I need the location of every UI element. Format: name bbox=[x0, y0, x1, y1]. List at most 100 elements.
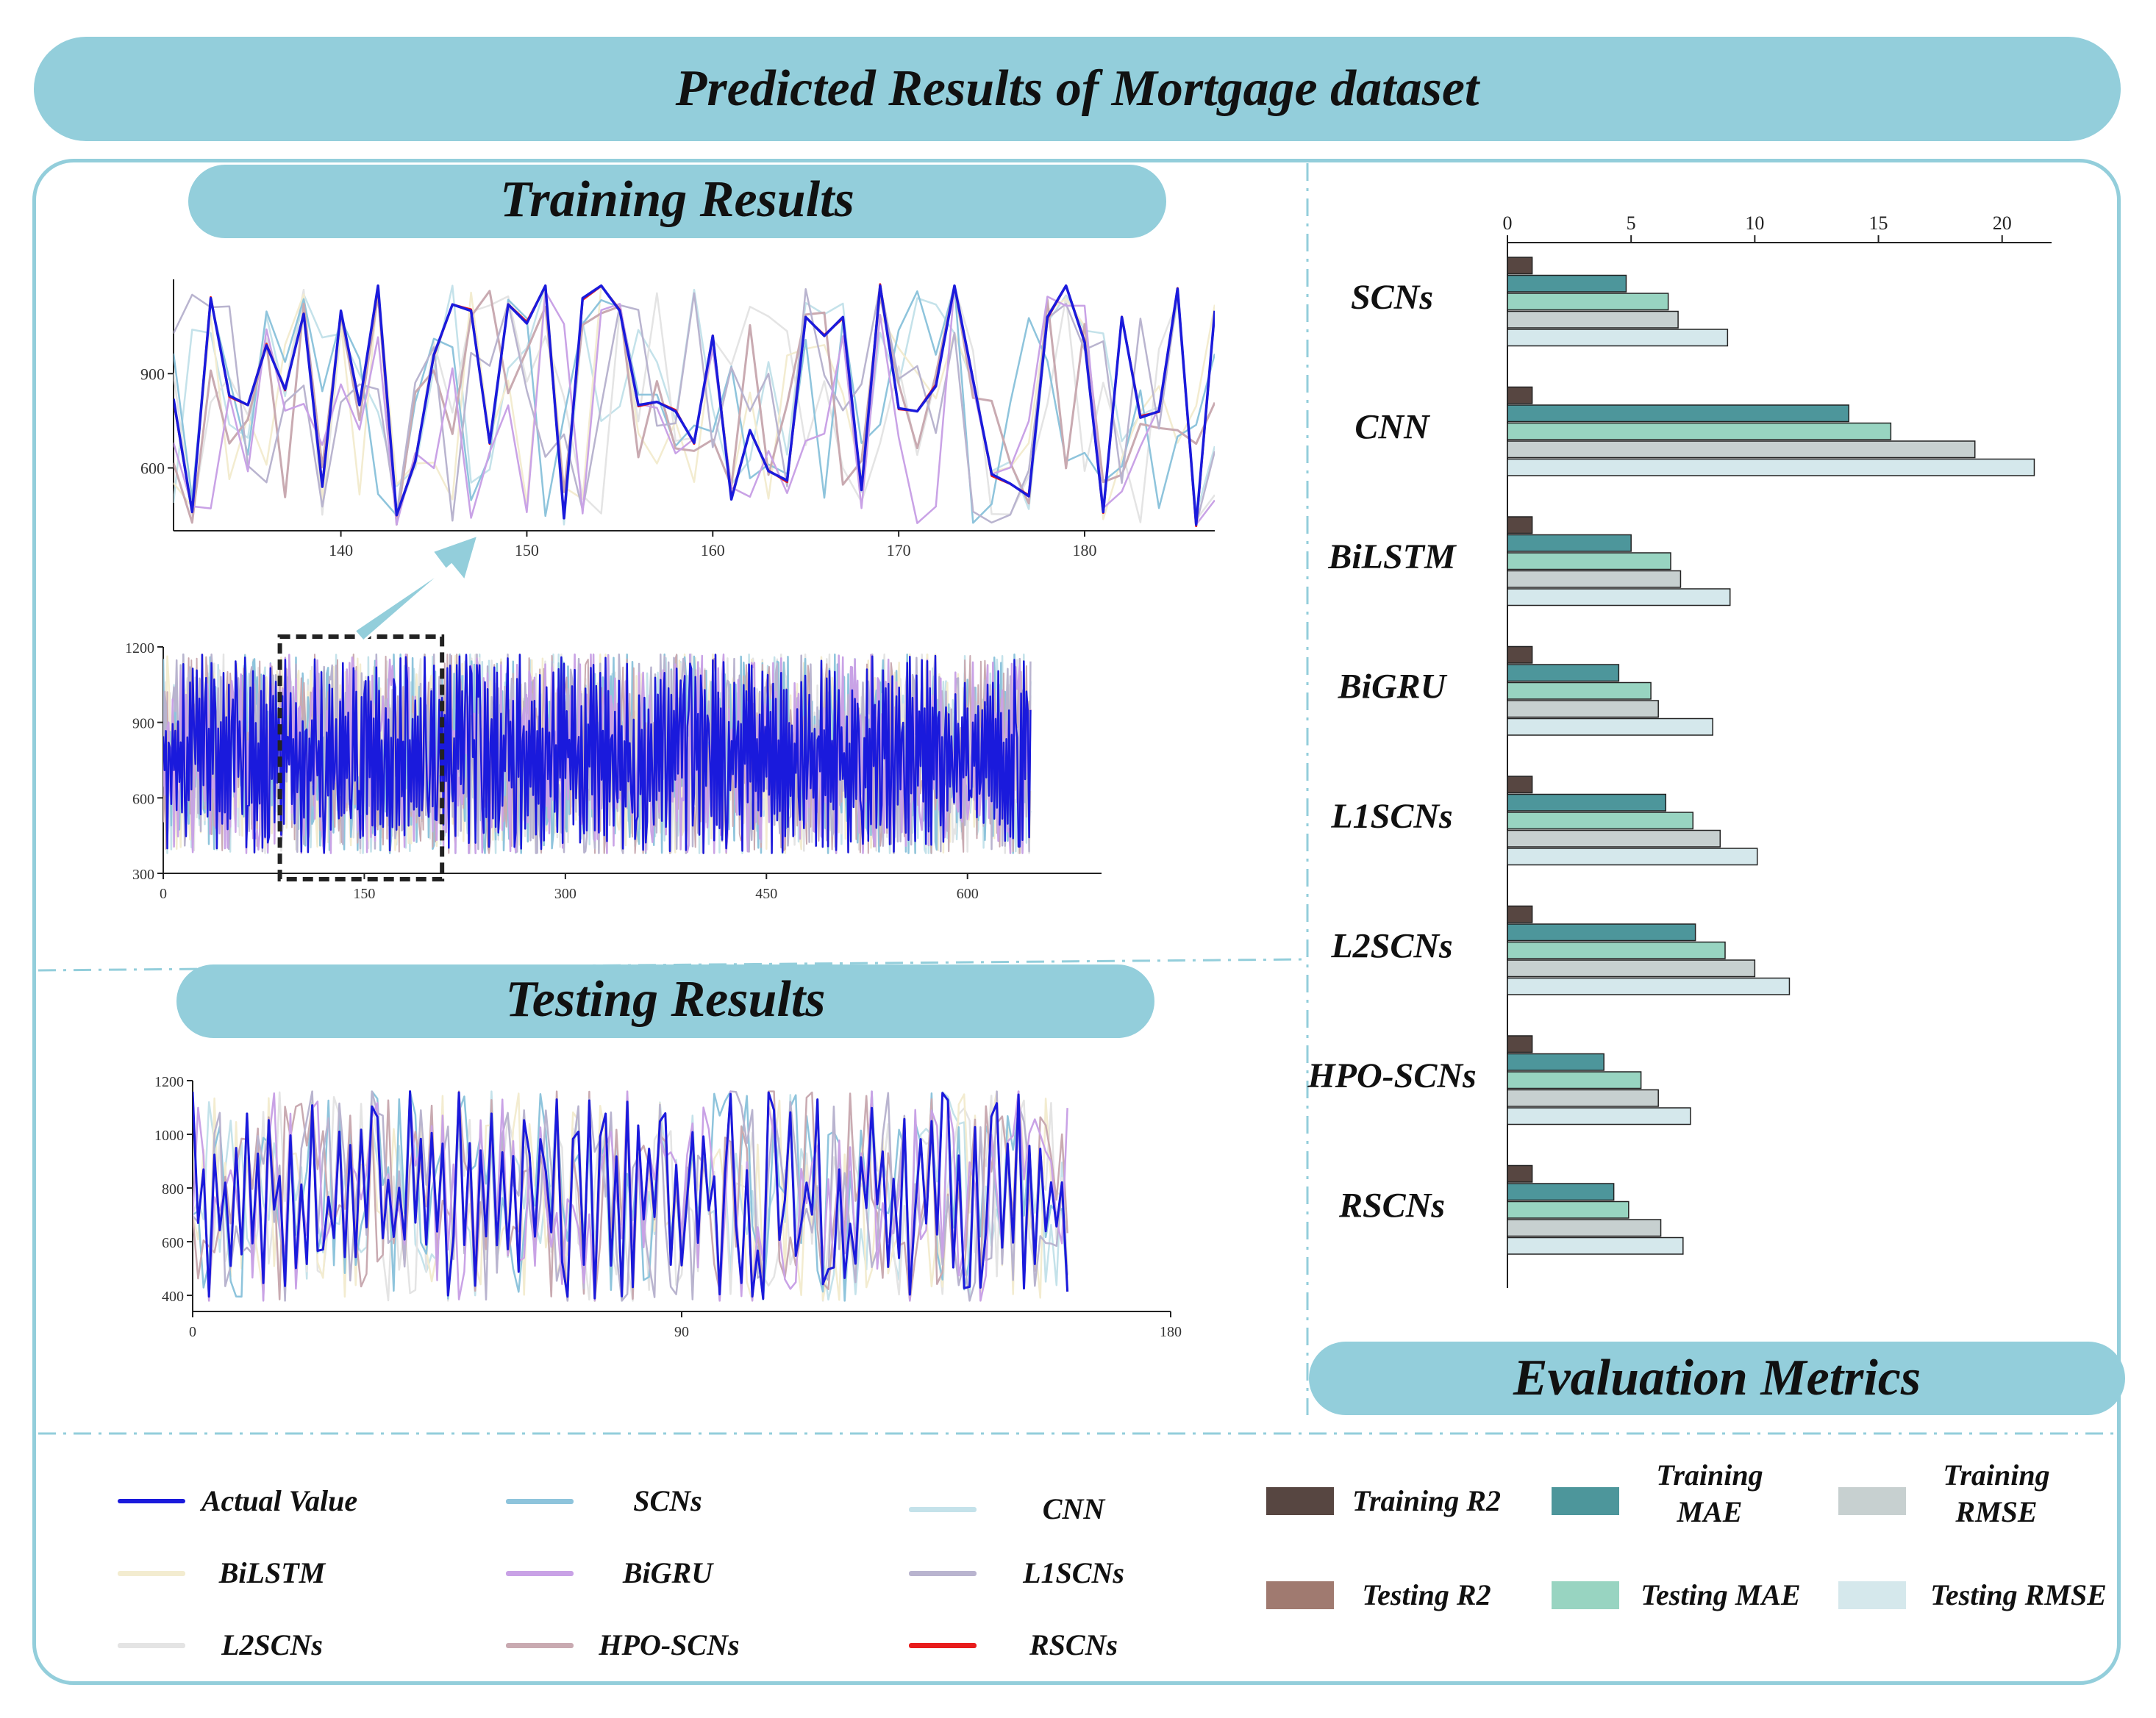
bar-BiLSTM-training_r2 bbox=[1507, 516, 1533, 534]
category-label: HPO-SCNs bbox=[1307, 1056, 1476, 1095]
full-line-actual bbox=[163, 654, 1032, 854]
bar-L2SCNs-training_r2 bbox=[1507, 905, 1533, 923]
bar-BiLSTM-testing_mae bbox=[1507, 552, 1671, 570]
category-label: BiGRU bbox=[1338, 667, 1448, 706]
training-title: Training Results bbox=[500, 171, 854, 228]
full-y-tick-label: 300 bbox=[132, 867, 154, 883]
full-x-tick-label: 600 bbox=[957, 886, 979, 902]
legend-swatch-training_rmse bbox=[1838, 1487, 1906, 1515]
legend-swatch-training_r2 bbox=[1266, 1487, 1334, 1515]
legend-swatch-testing_mae bbox=[1552, 1581, 1619, 1609]
full-series-group bbox=[163, 654, 1032, 854]
bar-L2SCNs-testing_rmse bbox=[1507, 977, 1791, 995]
legend-swatch-rscns bbox=[909, 1643, 977, 1648]
zoom-arrow bbox=[352, 533, 480, 643]
bar-L1SCNs-testing_mae bbox=[1507, 812, 1694, 830]
category-label: L2SCNs bbox=[1330, 927, 1452, 966]
test-y-tick-label: 600 bbox=[162, 1235, 184, 1251]
test-x-tick-label: 90 bbox=[674, 1324, 689, 1340]
bar-CNN-training_rmse bbox=[1507, 440, 1976, 459]
category-label: BiLSTM bbox=[1327, 537, 1457, 576]
legend-swatch-bigru bbox=[506, 1571, 574, 1576]
bar-L1SCNs-testing_rmse bbox=[1507, 848, 1758, 866]
training-banner: Training Results bbox=[188, 165, 1166, 238]
metrics-tick-label: 5 bbox=[1627, 212, 1636, 234]
bar-L1SCNs-training_r2 bbox=[1507, 776, 1533, 794]
zoom-series-group bbox=[174, 283, 1215, 528]
full-y-tick-label: 600 bbox=[132, 791, 154, 807]
legend-label-bigru: BiGRU bbox=[622, 1556, 713, 1589]
bar-HPO-SCNs-training_mae bbox=[1507, 1053, 1604, 1071]
legend-label-l2scns: L2SCNs bbox=[221, 1628, 323, 1661]
main-title: Predicted Results of Mortgage dataset bbox=[34, 37, 2121, 141]
full-x-tick-label: 0 bbox=[160, 886, 167, 902]
zoom-x-tick-label: 160 bbox=[701, 541, 725, 559]
bar-HPO-SCNs-training_rmse bbox=[1507, 1089, 1659, 1107]
legend-label-bilstm: BiLSTM bbox=[218, 1556, 326, 1589]
metrics-tick-label: 10 bbox=[1745, 212, 1764, 234]
zoom-x-tick-label: 140 bbox=[329, 541, 353, 559]
zoom-y-tick-label: 600 bbox=[140, 459, 165, 478]
full-y-tick-label: 1200 bbox=[125, 640, 154, 656]
full-x-tick-label: 300 bbox=[554, 886, 577, 902]
bar-BiLSTM-training_rmse bbox=[1507, 570, 1682, 588]
bar-SCNs-training_mae bbox=[1507, 274, 1627, 293]
zoom-line-bilstm bbox=[174, 284, 1215, 520]
testing-title: Testing Results bbox=[505, 971, 825, 1028]
bar-HPO-SCNs-testing_mae bbox=[1507, 1071, 1642, 1089]
testing-banner: Testing Results bbox=[176, 964, 1154, 1038]
bar-BiGRU-testing_mae bbox=[1507, 681, 1652, 700]
bar-L2SCNs-training_rmse bbox=[1507, 959, 1756, 978]
legend-swatch-testing_rmse bbox=[1838, 1581, 1906, 1609]
legend-label-scns: SCNs bbox=[633, 1484, 702, 1517]
category-label: SCNs bbox=[1351, 278, 1433, 317]
bar-SCNs-training_r2 bbox=[1507, 257, 1533, 275]
zoom-y-tick-label: 900 bbox=[140, 365, 165, 383]
legend-swatch-training_mae bbox=[1552, 1487, 1619, 1515]
testing-chart: 0 90 180 400 600 800 1000 1200 bbox=[154, 1074, 1182, 1340]
legend-label-testing_r2: Testing R2 bbox=[1362, 1578, 1491, 1611]
legend-label-cnn: CNN bbox=[1042, 1492, 1105, 1525]
bar-L1SCNs-training_rmse bbox=[1507, 829, 1721, 848]
legend-label-testing_mae: Testing MAE bbox=[1641, 1578, 1801, 1611]
bar-BiGRU-training_rmse bbox=[1507, 700, 1659, 718]
legend-swatch-l2scns bbox=[118, 1643, 185, 1648]
bar-RSCNs-testing_mae bbox=[1507, 1200, 1630, 1219]
metrics-tick-label: 0 bbox=[1503, 212, 1513, 234]
bar-L2SCNs-training_mae bbox=[1507, 923, 1696, 942]
bar-CNN-training_mae bbox=[1507, 404, 1849, 423]
legend-swatch-cnn bbox=[909, 1507, 977, 1512]
bar-HPO-SCNs-testing_rmse bbox=[1507, 1107, 1691, 1125]
zoom-x-tick-label: 150 bbox=[515, 541, 539, 559]
bar-CNN-testing_mae bbox=[1507, 422, 1892, 440]
legend-label-rscns: RSCNs bbox=[1029, 1628, 1118, 1661]
test-y-tick-label: 1200 bbox=[154, 1074, 184, 1090]
test-y-tick-label: 400 bbox=[162, 1289, 184, 1305]
bar-L1SCNs-training_mae bbox=[1507, 793, 1667, 812]
full-x-tick-label: 450 bbox=[755, 886, 777, 902]
zoom-line-actual bbox=[174, 284, 1215, 526]
metrics-title: Evaluation Metrics bbox=[1513, 1350, 1921, 1406]
metrics-tick-label: 20 bbox=[1993, 212, 2012, 234]
test-line-actual bbox=[193, 1090, 1069, 1300]
category-label: CNN bbox=[1354, 408, 1431, 447]
full-y-tick-label: 900 bbox=[132, 716, 154, 732]
test-series-group bbox=[193, 1090, 1069, 1302]
bar-CNN-testing_rmse bbox=[1507, 458, 2035, 476]
bar-CNN-training_r2 bbox=[1507, 386, 1533, 404]
legend-swatch-scns bbox=[506, 1499, 574, 1504]
legend-label-l1scns: L1SCNs bbox=[1023, 1556, 1124, 1589]
category-label: L1SCNs bbox=[1330, 797, 1452, 836]
legend-swatch-l1scns bbox=[909, 1571, 977, 1576]
bar-SCNs-testing_rmse bbox=[1507, 329, 1729, 347]
bar-BiLSTM-training_mae bbox=[1507, 534, 1632, 552]
bar-RSCNs-training_rmse bbox=[1507, 1219, 1662, 1237]
test-x-tick-label: 0 bbox=[189, 1324, 196, 1340]
legend-swatch-actual bbox=[118, 1499, 185, 1503]
bar-BiGRU-training_mae bbox=[1507, 664, 1620, 682]
metrics-tick-label: 15 bbox=[1869, 212, 1888, 234]
training-full-chart: 0 150 300 450 600 300 600 900 1200 bbox=[125, 634, 1102, 902]
bar-L2SCNs-testing_mae bbox=[1507, 941, 1726, 959]
full-x-tick-label: 150 bbox=[353, 886, 375, 902]
bar-RSCNs-training_r2 bbox=[1507, 1164, 1533, 1183]
